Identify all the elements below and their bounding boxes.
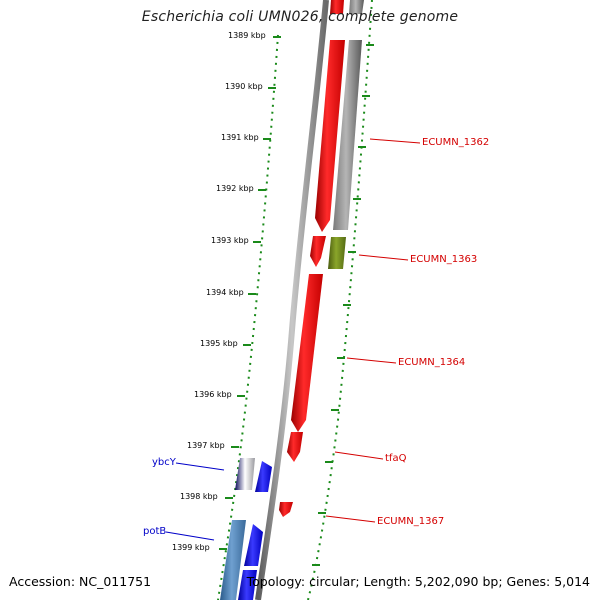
kbp-label-1391: 1391 kbp bbox=[221, 133, 259, 142]
kbp-label-1396: 1396 kbp bbox=[194, 390, 232, 399]
gene-ybcY[interactable] bbox=[235, 458, 255, 490]
genome-backbone bbox=[255, 0, 329, 600]
gene-label-tfaQ[interactable]: tfaQ bbox=[385, 453, 407, 464]
gene-ecumn-1363[interactable] bbox=[328, 237, 346, 269]
gene-ecumn-1362[interactable] bbox=[315, 40, 345, 232]
gene-gray-long[interactable] bbox=[333, 40, 362, 230]
callout-potB bbox=[165, 531, 215, 541]
callout-lines bbox=[165, 138, 421, 541]
kbp-label-1393: 1393 kbp bbox=[211, 236, 249, 245]
gene-tfaQ[interactable] bbox=[287, 432, 303, 462]
kbp-label-1399: 1399 kbp bbox=[172, 543, 210, 552]
callout-ybcY bbox=[175, 462, 225, 471]
kbp-label-1390: 1390 kbp bbox=[225, 82, 263, 91]
gene-features bbox=[220, 0, 364, 600]
kbp-label-1392: 1392 kbp bbox=[216, 184, 254, 193]
callout-ecumn-1362 bbox=[369, 138, 421, 144]
gene-ecumn-1364[interactable] bbox=[291, 274, 323, 432]
gene-label-ecumn-1363[interactable]: ECUMN_1363 bbox=[410, 254, 478, 265]
kbp-label-1394: 1394 kbp bbox=[206, 288, 244, 297]
callout-ecumn-1364 bbox=[346, 357, 397, 364]
kbp-ticks bbox=[219, 36, 374, 566]
gene-red-small-1393[interactable] bbox=[310, 236, 326, 267]
gene-potB[interactable] bbox=[220, 520, 246, 600]
kbp-label-1397: 1397 kbp bbox=[187, 441, 225, 450]
gene-blue-1397[interactable] bbox=[255, 461, 272, 492]
gene-blue-1399-b[interactable] bbox=[238, 570, 257, 600]
callout-tfaQ bbox=[334, 451, 384, 460]
gene-blue-1399-a[interactable] bbox=[244, 524, 263, 566]
callout-ecumn-1363 bbox=[358, 254, 409, 261]
gene-ecumn-1367[interactable] bbox=[279, 502, 293, 517]
kbp-label-1395: 1395 kbp bbox=[200, 339, 238, 348]
gene-label-ecumn-1362[interactable]: ECUMN_1362 bbox=[422, 137, 490, 148]
gene-label-potB[interactable]: potB bbox=[143, 526, 167, 537]
accession-text: Accession: NC_011751 bbox=[9, 574, 152, 589]
gene-gray-top[interactable] bbox=[349, 0, 364, 14]
kbp-label-1389: 1389 kbp bbox=[228, 31, 266, 40]
topology-text: Topology: circular; Length: 5,202,090 bp… bbox=[246, 574, 590, 589]
genome-title: Escherichia coli UMN026, complete genome bbox=[141, 9, 459, 25]
inner-dotted-guide bbox=[217, 34, 279, 600]
gene-label-ecumn-1364[interactable]: ECUMN_1364 bbox=[398, 357, 466, 368]
callout-ecumn-1367 bbox=[325, 515, 376, 523]
gene-ecumn-1362-top[interactable] bbox=[330, 0, 344, 14]
kbp-label-1398: 1398 kbp bbox=[180, 492, 218, 501]
gene-label-ybcY[interactable]: ybcY bbox=[152, 457, 176, 468]
outer-dotted-guide bbox=[307, 0, 373, 600]
gene-label-ecumn-1367[interactable]: ECUMN_1367 bbox=[377, 516, 445, 527]
